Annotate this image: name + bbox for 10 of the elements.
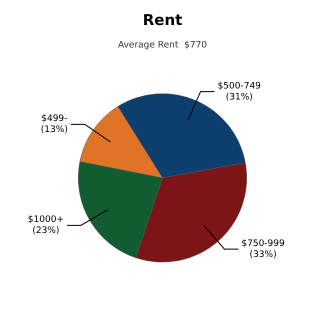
slice-label: $1000+ [28,215,64,226]
slice-label: $500-749 [218,81,262,92]
slice-label: $499- [41,114,68,124]
chart-subtitle: Average Rent $770 [118,40,208,51]
data-label: (33%) [250,250,277,260]
data-label: (23%) [32,226,60,236]
data-label: (13%) [40,125,68,136]
data-label: (31%) [226,92,253,102]
slice-label: $750-999 [241,238,286,249]
chart-title: Rent [142,10,182,29]
